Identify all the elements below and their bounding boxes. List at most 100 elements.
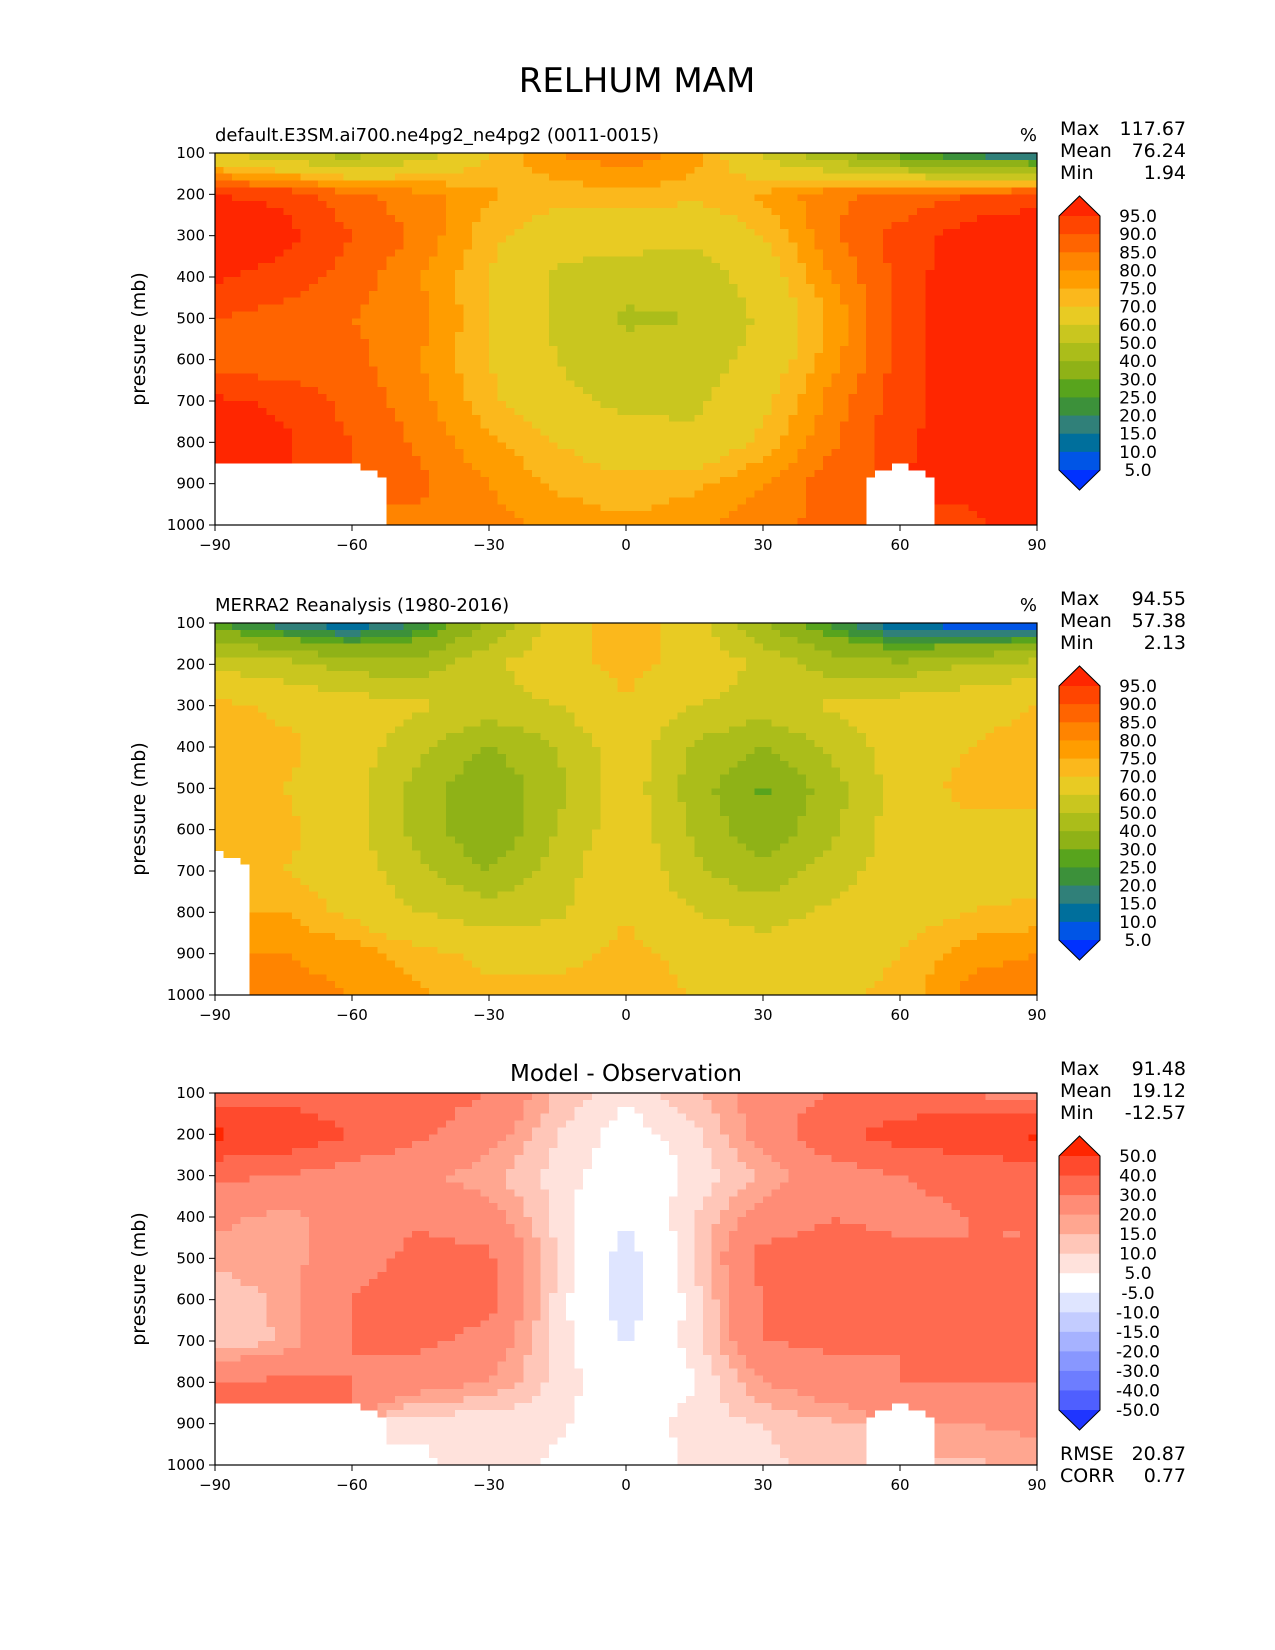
heat-cell [694,270,704,278]
heat-cell [480,352,490,361]
heat-cell [977,283,987,292]
heat-cell [617,242,627,251]
heat-cell [309,153,319,161]
heat-cell [215,297,225,306]
heat-cell [326,235,336,244]
heat-cell [831,476,841,485]
heat-cell [857,256,867,264]
heat-cell [694,194,704,202]
heat-cell [480,463,490,471]
heat-cell [848,159,858,168]
heat-cell [352,270,362,278]
heat-cell [540,277,550,285]
heat-cell [703,373,713,381]
heat-cell [257,414,267,423]
heat-cell [583,283,593,292]
heat-cell [797,283,807,292]
heat-cell [977,359,987,368]
heat-cell [343,242,353,251]
heat-cell [583,380,593,388]
heat-cell [591,428,601,437]
heat-cell [900,256,910,264]
heat-cell [831,325,841,333]
heat-cell [215,442,225,450]
heat-cell [591,380,601,388]
heat-cell [797,456,807,464]
heat-cell [489,297,499,306]
heat-cell [266,159,276,168]
heat-cell [754,387,764,395]
heat-cell [215,221,225,230]
heat-cell [591,366,601,375]
heat-cell [763,469,773,478]
heat-cell [720,201,730,209]
heat-cell [463,435,473,443]
heat-cell [531,352,541,361]
heat-cell [865,311,875,319]
heat-cell [814,201,824,209]
heat-cell [540,325,550,333]
heat-cell [891,297,901,306]
heat-cell [583,263,593,271]
heat-cell [283,187,293,195]
heat-cell [292,297,302,306]
heat-cell [934,456,944,464]
heat-cell [411,449,422,457]
heat-cell [489,187,499,195]
heat-cell [865,228,875,237]
heat-cell [480,325,490,333]
heat-cell [274,373,285,381]
heat-cell [651,270,661,278]
heat-cell [411,194,422,202]
heat-cell [283,359,293,368]
heat-cell [959,263,970,271]
heat-cell [660,283,670,292]
heat-cell [531,497,541,505]
heat-cell [780,490,790,499]
heat-cell [352,297,362,306]
heat-cell [1028,401,1037,409]
heat-cell [232,366,242,375]
heat-cell [951,407,961,416]
heat-cell [557,277,567,285]
heat-cell [745,387,756,395]
heat-cell [925,187,935,195]
heat-cell [720,339,730,347]
heat-cell [788,352,798,361]
heat-cell [249,208,259,216]
heat-cell [240,325,250,333]
heat-cell [1019,504,1030,512]
heat-cell [942,380,952,388]
heat-cell [1019,497,1030,505]
heat-cell [797,235,807,244]
heat-cell [274,359,285,368]
heat-cell [1028,297,1037,306]
heat-cell [574,449,584,457]
heat-cell [369,187,379,195]
heat-cell [292,311,302,319]
heat-cell [215,187,225,195]
heat-cell [506,387,516,395]
heat-cell [548,435,559,443]
heat-cell [805,194,815,202]
heat-cell [968,345,978,354]
heat-cell [343,380,353,388]
heat-cell [900,401,910,409]
heat-cell [763,373,773,381]
heat-cell [677,270,687,278]
heat-cell [694,463,704,471]
heat-cell [608,194,619,202]
heat-cell [651,304,661,313]
heat-cell [266,208,276,216]
heat-cell [249,449,259,457]
heat-cell [985,345,995,354]
heat-cell [497,242,507,251]
heat-cell [480,476,490,485]
heat-cell [557,442,567,450]
heat-cell [471,221,482,230]
heat-cell [446,366,456,375]
heat-cell [797,511,807,519]
heat-cell [788,380,798,388]
heat-cell [540,442,550,450]
heat-cell [985,380,995,388]
